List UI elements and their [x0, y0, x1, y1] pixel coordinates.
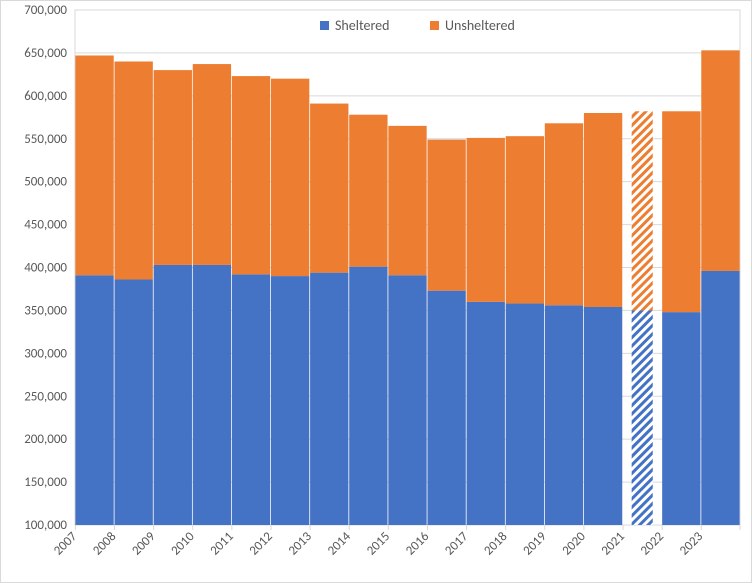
x-tick-label: 2022: [638, 529, 668, 559]
bar-unsheltered: [349, 115, 387, 267]
bar-sheltered-hatched: [632, 310, 653, 525]
x-tick-label: 2009: [129, 529, 159, 559]
y-tick-label: 500,000: [24, 175, 67, 190]
x-tick-label: 2010: [168, 529, 198, 559]
x-tick-label: 2016: [403, 529, 433, 559]
bar-sheltered: [388, 275, 426, 525]
y-tick-label: 650,000: [24, 46, 67, 61]
x-tick-label: 2021: [599, 529, 628, 558]
bar-sheltered: [662, 312, 700, 525]
stacked-bar-chart: 100,000 150,000 200,000 250,000 300,000 350,0…: [0, 0, 752, 583]
y-tick-label: 600,000: [24, 89, 67, 104]
y-tick-label: 450,000: [24, 218, 67, 233]
y-tick-label: 350,000: [24, 303, 67, 318]
y-tick-label: 250,000: [24, 389, 67, 404]
x-tick-label: 2014: [325, 529, 355, 559]
bar-sheltered: [271, 276, 309, 525]
legend-swatch: [320, 21, 329, 30]
bar-unsheltered: [662, 111, 700, 312]
bar-sheltered: [545, 305, 583, 525]
x-tick-label: 2013: [286, 529, 316, 559]
x-tick-label: 2018: [481, 529, 511, 559]
bar-sheltered: [154, 265, 192, 525]
bar-sheltered: [506, 304, 544, 525]
x-tick-label: 2008: [90, 529, 120, 559]
x-tick-label: 2023: [677, 529, 707, 559]
bar-sheltered: [115, 280, 153, 525]
y-tick-label: 100,000: [24, 518, 67, 533]
bar-sheltered: [75, 275, 113, 525]
bar-unsheltered: [232, 76, 270, 274]
x-tick-label: 2017: [442, 529, 472, 559]
bar-unsheltered: [545, 123, 583, 305]
bar-unsheltered: [701, 50, 739, 271]
bar-unsheltered: [115, 62, 153, 280]
y-tick-label: 300,000: [24, 346, 67, 361]
bar-unsheltered: [310, 104, 348, 273]
bar-sheltered: [349, 267, 387, 525]
bars: [75, 50, 739, 525]
bar-sheltered: [310, 273, 348, 525]
x-tick-label: 2012: [247, 529, 277, 559]
bar-unsheltered: [506, 136, 544, 303]
bar-unsheltered: [271, 79, 309, 276]
bar-unsheltered: [154, 70, 192, 265]
bar-sheltered: [193, 265, 231, 525]
y-tick-label: 550,000: [24, 132, 67, 147]
y-tick-label: 200,000: [24, 432, 67, 447]
bar-unsheltered: [427, 140, 465, 291]
legend-label: Unsheltered: [445, 17, 515, 34]
y-tick-label: 700,000: [24, 3, 67, 18]
x-tick-label: 2011: [207, 529, 236, 558]
bar-unsheltered-hatched: [632, 111, 653, 310]
bar-sheltered: [467, 302, 505, 525]
bar-unsheltered: [467, 138, 505, 302]
legend-label: Sheltered: [335, 17, 390, 34]
y-tick-label: 400,000: [24, 261, 67, 276]
x-tick-label: 2007: [51, 529, 81, 559]
legend-swatch: [430, 21, 439, 30]
bar-unsheltered: [584, 113, 622, 307]
bar-sheltered: [427, 291, 465, 525]
chart-svg: 100,000 150,000 200,000 250,000 300,000 350,0…: [0, 0, 752, 583]
bar-sheltered: [584, 307, 622, 525]
x-tick-label: 2020: [560, 529, 590, 559]
bar-unsheltered: [193, 64, 231, 265]
y-tick-label: 150,000: [24, 475, 67, 490]
x-tick-label: 2019: [520, 529, 550, 559]
bar-unsheltered: [75, 55, 113, 275]
x-tick-label: 2015: [364, 529, 393, 558]
bar-unsheltered: [388, 126, 426, 275]
bar-sheltered: [701, 271, 739, 525]
bar-sheltered: [232, 274, 270, 525]
